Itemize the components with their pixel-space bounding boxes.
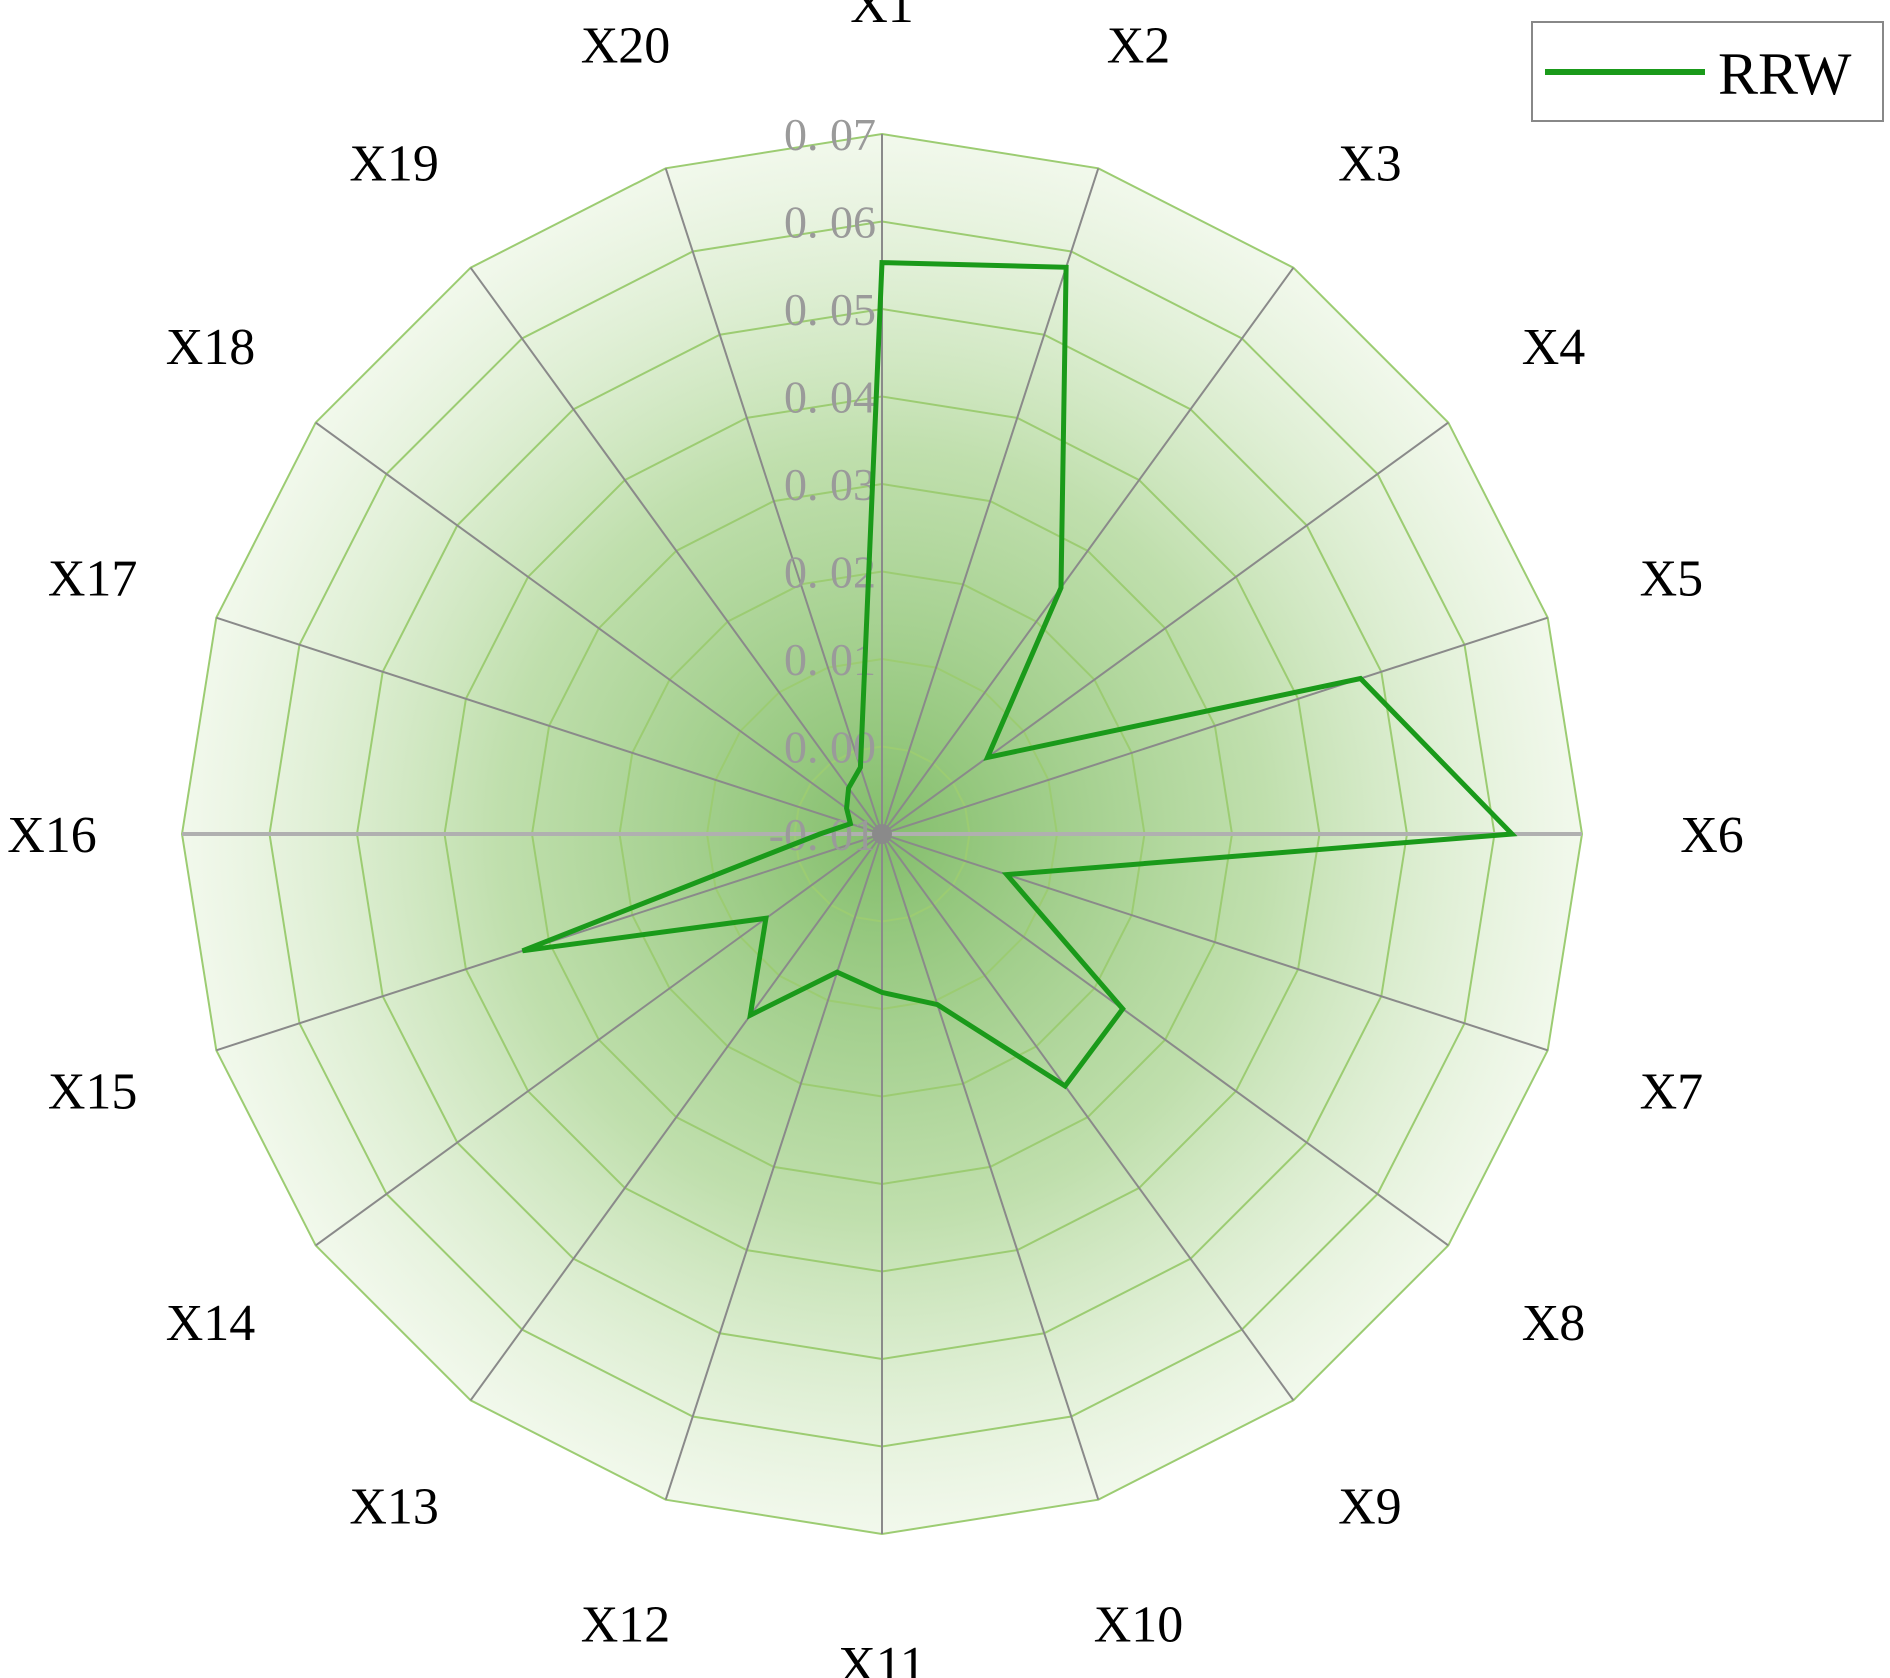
category-label-X5: X5 xyxy=(1640,551,1704,608)
tick-label: 0. 01 xyxy=(784,634,876,685)
spoke-X17 xyxy=(215,616,883,835)
category-label-X1: X1 xyxy=(850,0,914,34)
series-layer xyxy=(521,260,1518,1090)
category-label-X2: X2 xyxy=(1107,18,1171,75)
category-label-X17: X17 xyxy=(48,551,138,608)
tick-label: 0. 07 xyxy=(784,109,876,160)
spoke-layer xyxy=(182,134,1582,1534)
category-label-X10: X10 xyxy=(1094,1596,1184,1653)
spoke-X5 xyxy=(881,616,1549,835)
spoke-X3 xyxy=(881,267,1295,835)
category-label-X11: X11 xyxy=(838,1637,926,1678)
category-label-X16: X16 xyxy=(7,807,97,864)
spoke-X19 xyxy=(469,267,883,835)
category-label-X19: X19 xyxy=(349,136,439,193)
spoke-X12 xyxy=(664,833,883,1501)
legend: RRW xyxy=(1531,21,1884,122)
spoke-X20 xyxy=(664,167,883,835)
category-label-X14: X14 xyxy=(166,1295,256,1352)
spoke-X13 xyxy=(469,833,883,1401)
tick-label: 0. 02 xyxy=(784,547,876,598)
legend-label: RRW xyxy=(1718,41,1852,107)
tick-label: 0. 04 xyxy=(784,372,876,423)
tick-layer: -0. 010. 000. 010. 020. 030. 040. 050. 0… xyxy=(769,109,876,860)
category-label-X6: X6 xyxy=(1680,807,1744,864)
category-label-X3: X3 xyxy=(1338,136,1402,193)
category-label-X15: X15 xyxy=(48,1064,138,1121)
category-label-X9: X9 xyxy=(1338,1479,1402,1536)
category-label-X7: X7 xyxy=(1640,1064,1704,1121)
tick-label: 0. 06 xyxy=(784,197,876,248)
spoke-X14 xyxy=(315,833,883,1247)
category-label-layer: X1 X2 X3 X4 X5 X6 X7 X8 X9 X10 X11 X12 X13 X14 X15 X16 X… xyxy=(7,0,1744,1678)
category-label-X20: X20 xyxy=(581,18,671,75)
tick-label: 0. 05 xyxy=(784,284,876,335)
spoke-X8 xyxy=(881,833,1449,1247)
category-label-X4: X4 xyxy=(1522,319,1586,376)
category-label-X8: X8 xyxy=(1522,1295,1586,1352)
center-dot xyxy=(872,824,892,844)
category-label-X18: X18 xyxy=(166,319,256,376)
spoke-X10 xyxy=(881,833,1100,1501)
spoke-X9 xyxy=(881,833,1295,1401)
spoke-X4 xyxy=(881,421,1449,835)
category-label-X12: X12 xyxy=(581,1596,671,1653)
spoke-X2 xyxy=(881,167,1100,835)
tick-label: 0. 03 xyxy=(784,459,876,510)
spoke-X18 xyxy=(315,421,883,835)
spoke-X7 xyxy=(881,833,1549,1052)
category-label-X13: X13 xyxy=(349,1479,439,1536)
